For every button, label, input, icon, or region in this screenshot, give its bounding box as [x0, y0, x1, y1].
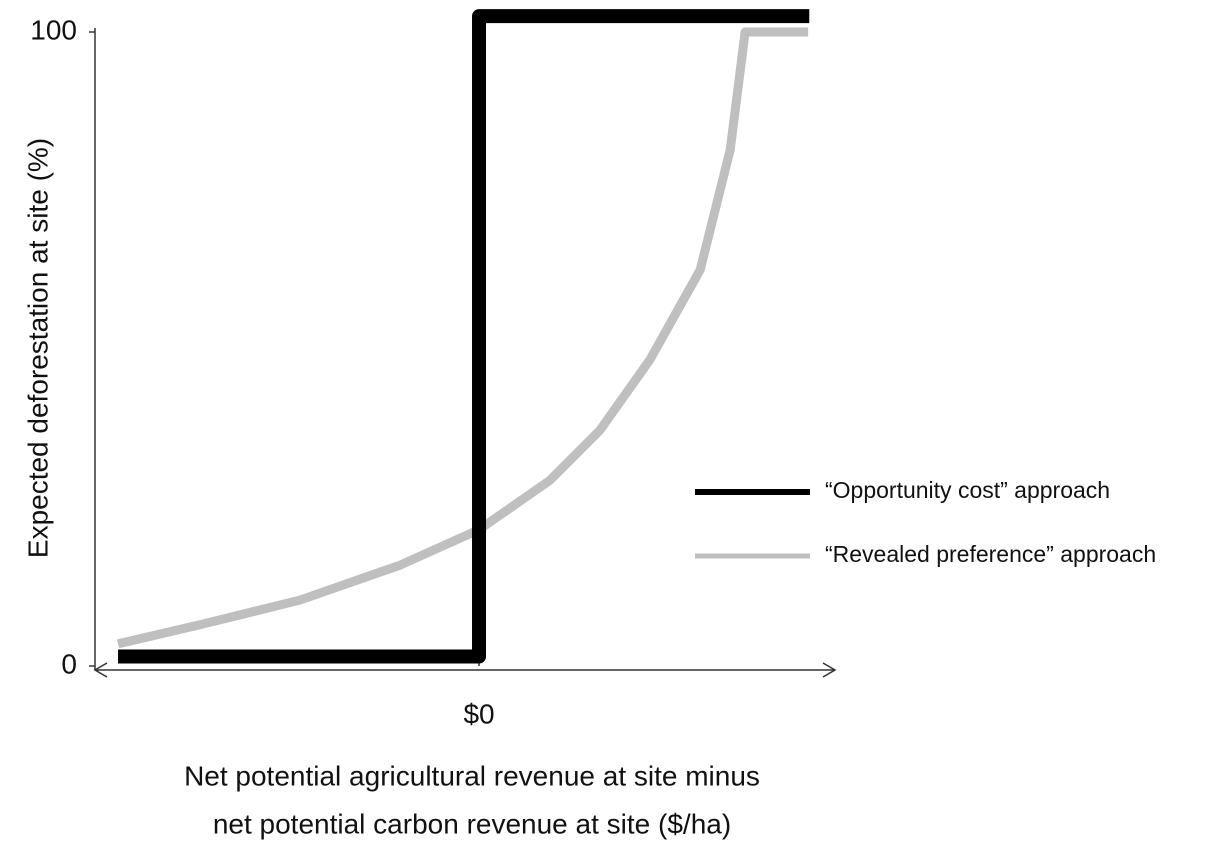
legend-label: “Opportunity cost” approach [825, 477, 1110, 503]
x-axis-label: net potential carbon revenue at site ($/… [213, 808, 731, 839]
series-line [118, 9, 810, 664]
y-axis-label: Expected deforestation at site (%) [22, 138, 53, 558]
x-axis-arrow [822, 662, 837, 678]
y-tick-label: 100 [30, 14, 77, 45]
series-line [117, 27, 809, 649]
x-axis-label: Net potential agricultural revenue at si… [184, 760, 760, 791]
x-axis-arrow [93, 662, 108, 678]
legend-label: “Revealed preference” approach [825, 541, 1156, 567]
y-tick-label: 0 [61, 648, 77, 679]
x-tick-label: $0 [463, 698, 494, 729]
